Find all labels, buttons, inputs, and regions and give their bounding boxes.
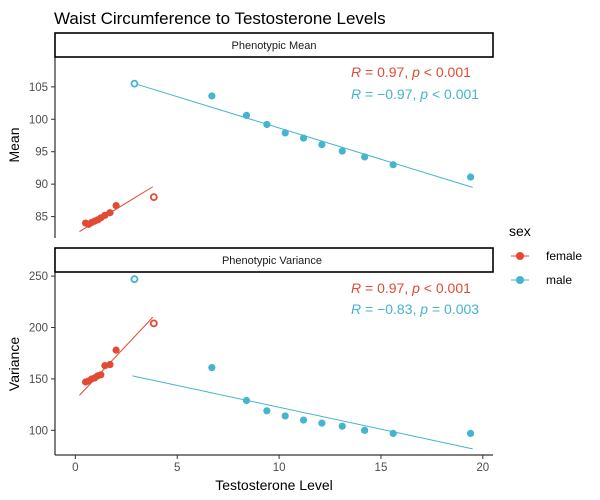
panel-variance-male-point — [281, 412, 289, 420]
panel-variance-y-tick-label: 200 — [29, 323, 48, 335]
panel-mean-y-tick-label: 100 — [29, 114, 48, 126]
panel-variance-female-outlier-point — [149, 319, 158, 328]
legend-title: sex — [509, 223, 531, 239]
panel-variance-female-point — [97, 371, 105, 379]
panel-mean-male-point — [361, 153, 369, 161]
x-tick-label: 5 — [174, 462, 180, 474]
x-tick-label: 15 — [375, 462, 388, 474]
legend-label-male: male — [546, 273, 572, 287]
panel-mean-female-point — [106, 209, 114, 217]
panel-mean-male-point — [389, 161, 397, 169]
panel-mean-male-point — [263, 120, 271, 129]
panel-mean-male-point — [299, 134, 308, 142]
panel-variance-male-point — [338, 422, 346, 430]
panel-mean-female-outlier-point — [149, 193, 158, 202]
panel-mean-male-point — [338, 147, 346, 155]
x-tick-label: 0 — [72, 462, 78, 474]
panel-mean-male-outlier-point — [130, 79, 139, 88]
panel-variance-female-stat-label: R = 0.97, p < 0.001 — [351, 280, 471, 296]
panel-variance-y-tick-label: 150 — [29, 374, 48, 386]
panel-variance-y-tick-label: 250 — [29, 271, 48, 283]
legend-key-male-dot — [516, 276, 524, 284]
panel-mean-female-stat-label: R = 0.97, p < 0.001 — [351, 64, 471, 80]
legend: sex female male — [509, 223, 582, 287]
x-tick-label: 20 — [476, 462, 489, 474]
panel-variance-male-point — [318, 419, 326, 427]
panel-variance-male-point — [389, 429, 397, 438]
panel-mean-y-tick-label: 85 — [35, 212, 48, 224]
panel-variance-male-outlier-point — [130, 275, 139, 284]
panel-variance-strip-label: Phenotypic Variance — [222, 255, 322, 267]
legend-label-female: female — [546, 249, 582, 263]
panel-mean-plot: 85 90 95 100 105 R = 0.97, p < 0.001 R = −0.97… — [29, 57, 479, 238]
panel-variance-female-point — [106, 360, 114, 369]
panel-mean-male-point — [242, 111, 251, 119]
panel-mean-y-tick-label: 90 — [35, 179, 48, 191]
panel-mean-male-point — [318, 140, 326, 149]
panel-variance-male-point — [361, 426, 369, 434]
panel-variance-male-point — [466, 429, 475, 438]
panel-variance-y-tick-label: 100 — [29, 425, 48, 437]
panel-mean-strip — [54, 32, 494, 58]
panel-mean-strip-label: Phenotypic Mean — [232, 40, 317, 52]
x-axis: 0 5 10 15 20 — [72, 455, 489, 474]
panel-variance-male-stat-label: R = −0.83, p = 0.003 — [351, 301, 479, 317]
panel-mean-y-axis-title: Mean — [6, 127, 22, 162]
legend-key-female-dot — [516, 252, 524, 260]
panel-variance-female-point — [112, 346, 120, 354]
panel-mean-male-point — [281, 129, 289, 137]
panel-variance-plot: 100 150 200 250 R = 0.97, p < 0.001 R = −0.83… — [29, 271, 493, 456]
panel-mean-female-point — [112, 201, 120, 210]
x-tick-label: 10 — [273, 462, 286, 474]
panel-mean-male-point — [466, 173, 475, 181]
panel-variance-male-point — [242, 396, 251, 405]
panel-variance-male-point — [263, 407, 271, 415]
chart-title: Waist Circumference to Testosterone Leve… — [54, 9, 386, 28]
panel-variance-male-fit-line — [132, 375, 473, 450]
panel-variance-male-point — [208, 364, 216, 372]
panel-mean-male-point — [208, 92, 216, 100]
panel-variance-y-axis-title: Variance — [6, 337, 22, 391]
panel-mean-y-tick-label: 95 — [35, 147, 48, 159]
panel-mean-male-stat-label: R = −0.97, p < 0.001 — [351, 86, 479, 102]
x-axis-title: Testosterone Level — [215, 477, 333, 493]
panel-variance-strip — [54, 247, 494, 273]
panel-mean-y-tick-label: 105 — [29, 82, 48, 94]
panel-variance-male-point — [299, 416, 308, 424]
